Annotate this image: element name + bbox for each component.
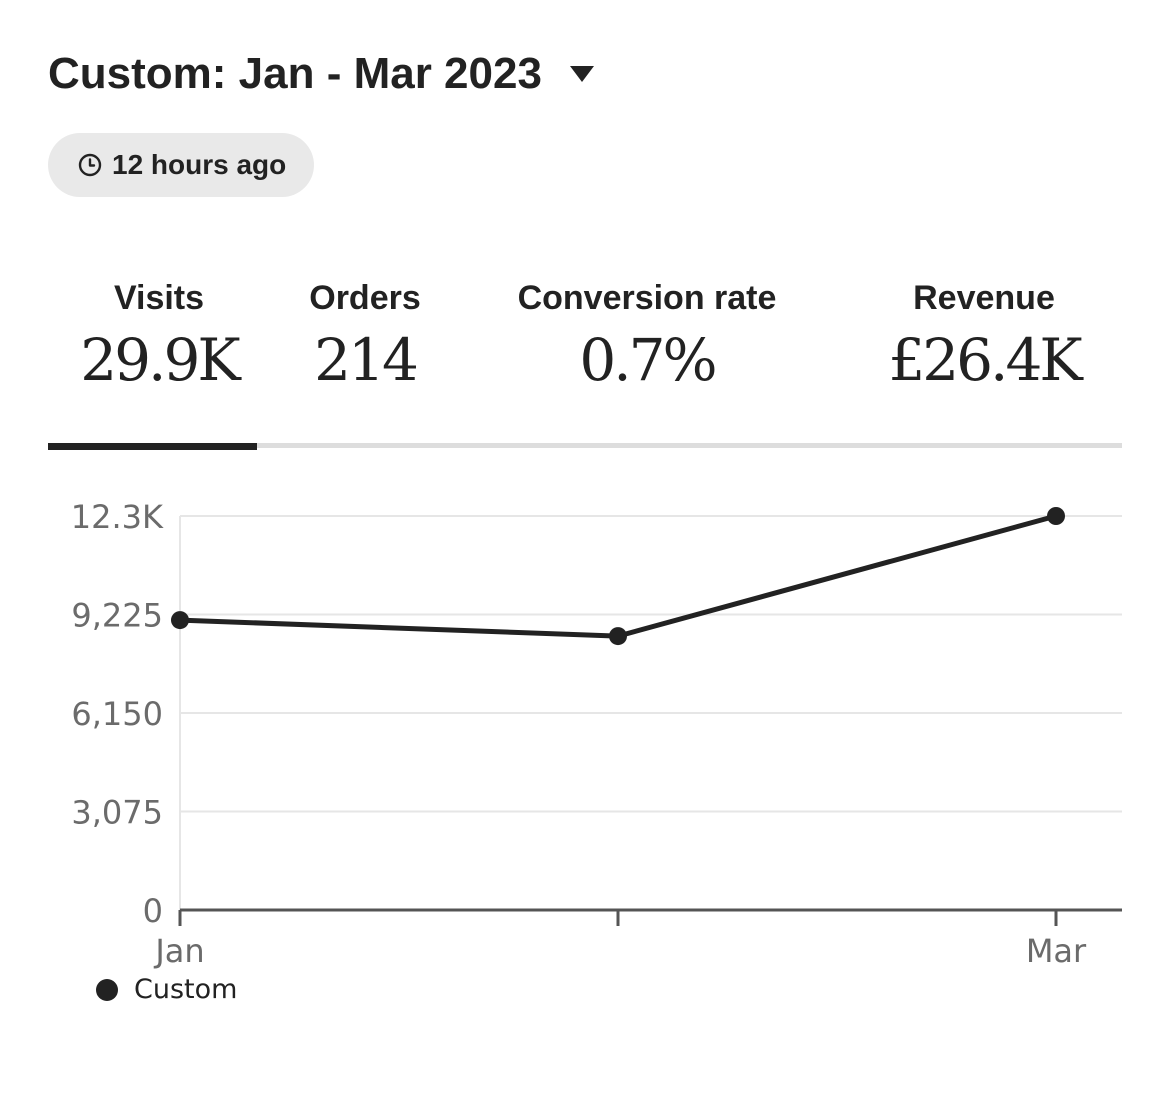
- data-point: [171, 611, 189, 630]
- stat-tab-revenue[interactable]: Revenue £26.4K: [864, 276, 1104, 400]
- stat-tab-orders[interactable]: Orders 214: [282, 276, 448, 400]
- stat-label-orders: Orders: [309, 279, 421, 317]
- legend-label-custom: Custom: [134, 974, 238, 1005]
- last-updated-text: 12 hours ago: [112, 149, 287, 180]
- x-tick-label: Jan: [153, 932, 204, 970]
- stat-label-revenue: Revenue: [913, 279, 1055, 317]
- stat-tabs-track: [48, 443, 1122, 448]
- stat-value-orders: 214: [314, 326, 419, 394]
- y-tick-label: 0: [143, 892, 163, 930]
- y-tick-label: 9,225: [71, 597, 163, 635]
- data-point: [609, 627, 627, 646]
- stat-label-conversion-rate: Conversion rate: [517, 279, 777, 317]
- stat-label-visits: Visits: [113, 279, 205, 317]
- legend-marker-custom: [96, 978, 118, 1001]
- caret-down-icon: [569, 66, 594, 82]
- date-range-dropdown[interactable]: Custom: Jan - Mar 2023: [48, 44, 594, 104]
- chart-legend: Custom: [96, 974, 237, 1005]
- y-tick-label: 6,150: [71, 695, 163, 733]
- y-tick-label: 12.3K: [71, 498, 164, 536]
- date-range-title: Custom: Jan - Mar 2023: [48, 49, 542, 98]
- x-tick-label: Mar: [1026, 932, 1087, 970]
- last-updated-badge: 12 hours ago: [48, 133, 315, 197]
- visits-line-chart: 0 3,075 6,150 9,225 12.3K Jan Mar: [71, 498, 1122, 970]
- data-point: [1047, 507, 1065, 525]
- clock-icon: [78, 153, 102, 177]
- series-line-custom: [177, 513, 1059, 639]
- stat-value-visits: 29.9K: [80, 326, 240, 394]
- stat-tab-active-indicator: [48, 443, 257, 450]
- stat-value-conversion-rate: 0.7%: [579, 326, 717, 394]
- stat-tab-visits[interactable]: Visits 29.9K: [48, 276, 270, 400]
- y-tick-label: 3,075: [71, 794, 163, 832]
- stat-value-revenue: £26.4K: [888, 326, 1082, 394]
- stat-tab-conversion-rate[interactable]: Conversion rate 0.7%: [472, 276, 822, 400]
